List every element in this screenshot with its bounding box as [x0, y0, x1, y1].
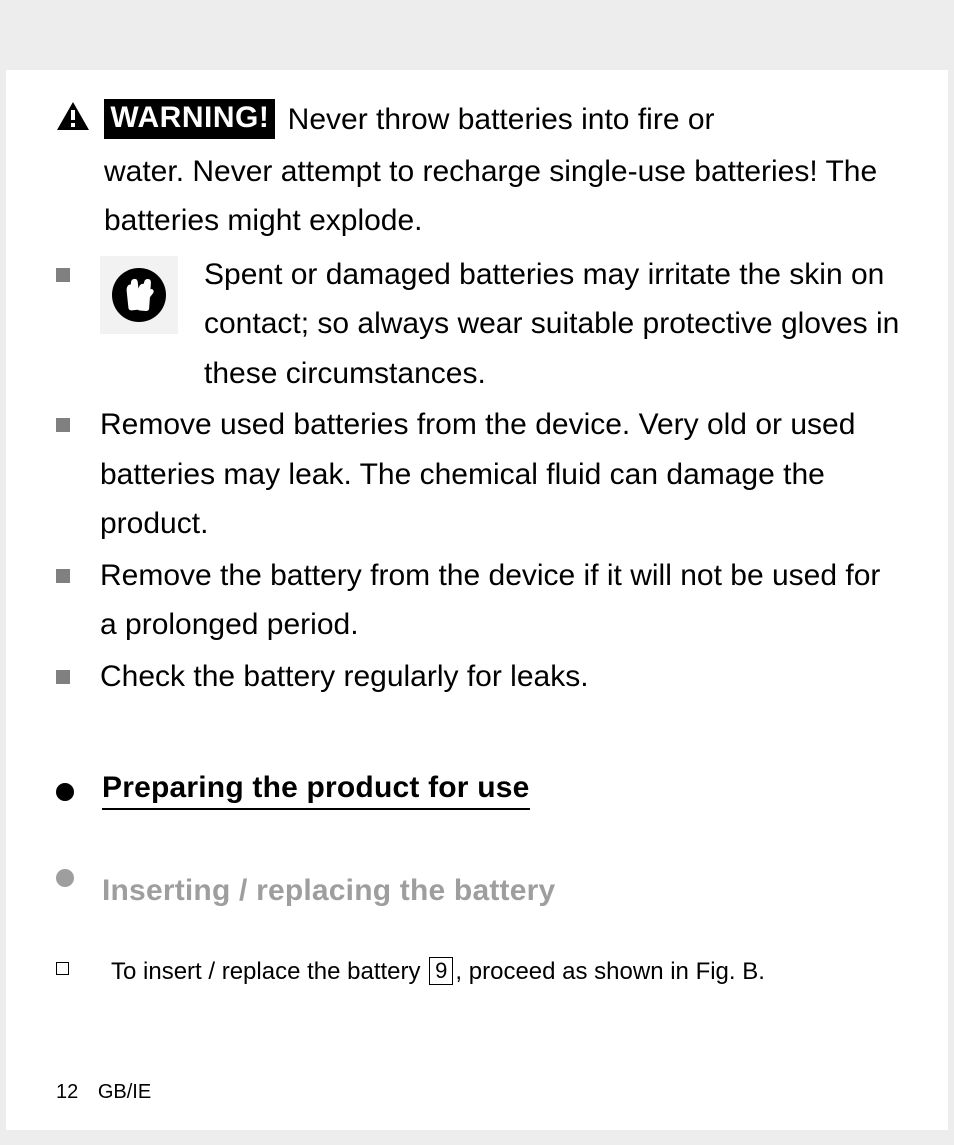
gloves-icon	[100, 256, 178, 334]
bullet-item: Spent or damaged batteries may irritate …	[56, 250, 904, 399]
warning-paragraph: WARNING! Never throw batteries into fire…	[56, 95, 904, 246]
step-text-after: , proceed as shown in Fig. B.	[455, 958, 765, 985]
section-sub-row: Inserting / replacing the battery	[56, 846, 904, 908]
bullet-item: Remove the battery from the device if it…	[56, 551, 904, 650]
page-number: 12	[56, 1081, 78, 1103]
square-bullet-icon	[56, 670, 70, 684]
square-bullet-icon	[56, 569, 70, 583]
bullet-item: Check the battery regularly for leaks.	[56, 652, 904, 702]
step-text: To insert / replace the battery 9, proce…	[111, 954, 765, 990]
outer-background: WARNING! Never throw batteries into fire…	[0, 0, 954, 1145]
section-main-row: Preparing the product for use	[56, 771, 904, 810]
step-text-before: To insert / replace the battery	[111, 958, 427, 985]
reference-number-box: 9	[429, 957, 453, 985]
bullet-item: Remove used batteries from the device. V…	[56, 400, 904, 549]
section-headings: Preparing the product for use Inserting …	[56, 771, 904, 908]
square-bullet-icon	[56, 418, 70, 432]
hollow-square-bullet-icon	[56, 962, 69, 975]
warning-text-cont: water. Never attempt to recharge single-…	[56, 147, 904, 246]
bullet-text: Check the battery regularly for leaks.	[100, 652, 904, 702]
region-code: GB/IE	[98, 1081, 151, 1103]
warning-text-line1: Never throw batteries into fire or	[288, 103, 715, 136]
square-bullet-icon	[56, 268, 70, 282]
page-footer: 12 GB/IE	[56, 1081, 151, 1104]
page: WARNING! Never throw batteries into fire…	[6, 70, 948, 1130]
warning-label: WARNING!	[104, 99, 275, 139]
section-sub-title: Inserting / replacing the battery	[102, 874, 555, 908]
bullet-text: Spent or damaged batteries may irritate …	[204, 250, 904, 399]
bullet-dot-icon	[56, 869, 74, 887]
bullet-text: Remove used batteries from the device. V…	[100, 400, 904, 549]
step-item: To insert / replace the battery 9, proce…	[56, 954, 904, 990]
bullet-text: Remove the battery from the device if it…	[100, 551, 904, 650]
bullet-dot-icon	[56, 783, 74, 801]
warning-triangle-icon	[56, 97, 90, 147]
section-main-title: Preparing the product for use	[102, 771, 530, 810]
